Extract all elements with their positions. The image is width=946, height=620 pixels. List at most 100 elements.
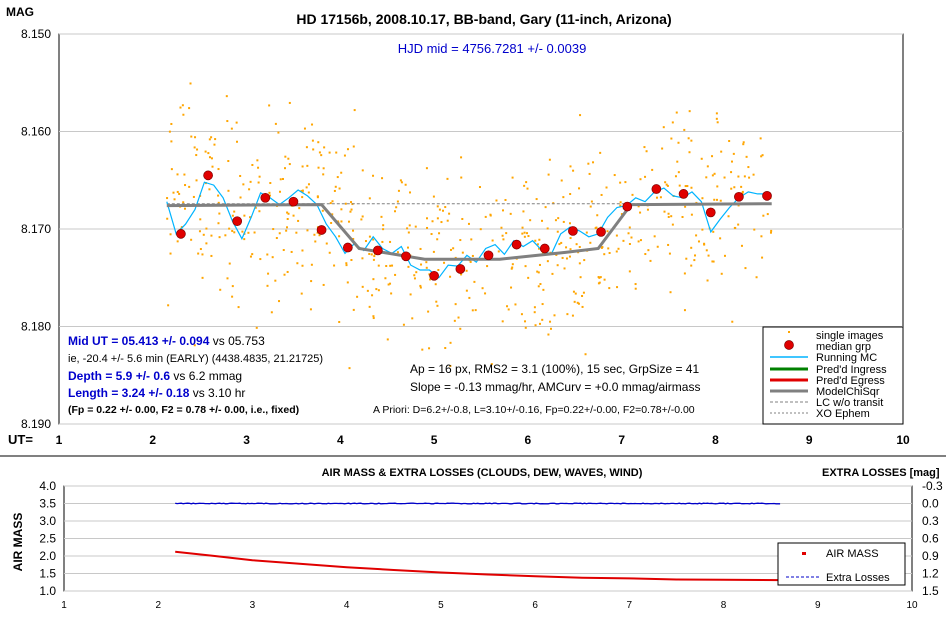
single-image-point [664, 181, 667, 184]
single-image-point [382, 224, 385, 227]
single-image-point [460, 176, 463, 179]
single-image-point [169, 252, 172, 255]
single-image-point [667, 243, 670, 246]
single-image-point [425, 266, 428, 269]
legend-extra-losses-label: Extra Losses [826, 572, 890, 584]
legend-egress-label: Pred'd Egress [816, 375, 885, 387]
ap-line: Ap = 16 px, RMS2 = 3.1 (100%), 15 sec, G… [410, 362, 699, 376]
single-image-point [634, 287, 637, 290]
single-image-point [613, 174, 616, 177]
bottom-y2-tick-label: 1.5 [922, 584, 939, 598]
single-image-point [615, 250, 618, 253]
single-image-point [346, 281, 349, 284]
bottom-y2-tick-label: 0.9 [922, 549, 939, 563]
single-image-point [270, 311, 273, 314]
single-image-point [569, 193, 572, 196]
single-image-point [336, 176, 339, 179]
single-image-point [231, 229, 234, 232]
single-image-point [755, 276, 758, 279]
single-image-point [707, 254, 710, 257]
bottom-x-tick-label: 6 [532, 600, 538, 611]
single-image-point [305, 186, 308, 189]
single-image-point [436, 238, 439, 241]
single-image-point [624, 181, 627, 184]
single-image-point [491, 239, 494, 242]
single-image-point [258, 210, 261, 213]
single-image-point [317, 166, 320, 169]
single-image-point [228, 227, 231, 230]
single-image-point [711, 260, 714, 263]
single-image-point [184, 184, 187, 187]
single-image-point [311, 139, 314, 142]
single-image-point [196, 148, 199, 151]
single-image-point [538, 238, 541, 241]
single-image-point [208, 188, 211, 191]
single-image-point [688, 151, 691, 154]
single-image-point [690, 246, 693, 249]
single-image-point [486, 265, 489, 268]
single-image-point [350, 259, 353, 262]
single-image-point [723, 254, 726, 257]
single-image-point [661, 147, 664, 150]
legend-running-mc-label: Running MC [816, 352, 877, 364]
single-image-point [192, 195, 195, 198]
single-image-point [665, 183, 668, 186]
single-image-point [382, 228, 385, 231]
single-image-point [436, 205, 439, 208]
single-image-point [180, 226, 183, 229]
bottom-y-tick-label: 1.0 [39, 584, 56, 598]
single-image-point [415, 271, 418, 274]
single-image-point [183, 207, 186, 210]
fp-line: (Fp = 0.22 +/- 0.00, F2 = 0.78 +/- 0.00,… [68, 404, 299, 416]
single-image-point [671, 223, 674, 226]
length-vs: vs 3.10 hr [189, 386, 245, 400]
single-image-point [389, 240, 392, 243]
bottom-x-tick-label: 2 [155, 600, 161, 611]
single-image-point [667, 215, 670, 218]
single-image-point [737, 223, 740, 226]
single-image-point [194, 136, 197, 139]
single-image-point [752, 173, 755, 176]
single-image-point [243, 214, 246, 217]
single-image-point [619, 204, 622, 207]
bottom-y-tick-label: 4.0 [39, 479, 56, 493]
single-image-point [256, 159, 259, 162]
single-image-point [320, 154, 323, 157]
single-image-point [322, 173, 325, 176]
single-image-point [318, 234, 321, 237]
single-image-point [368, 252, 371, 255]
single-image-point [693, 259, 696, 262]
single-image-point [547, 333, 550, 336]
single-image-point [444, 347, 447, 350]
median-group-point [316, 225, 327, 235]
single-image-point [523, 231, 526, 234]
single-image-point [716, 185, 719, 188]
bottom-x-ticks: 1 2 3 4 5 6 7 8 9 10 [61, 600, 918, 611]
single-image-point [199, 218, 202, 221]
single-image-point [457, 316, 460, 319]
single-image-point [552, 202, 555, 205]
single-image-point [676, 160, 679, 163]
single-image-point [538, 322, 541, 325]
single-image-point [349, 210, 352, 213]
single-image-point [697, 240, 700, 243]
single-image-point [759, 137, 762, 140]
top-y-tick-label: 8.170 [21, 222, 51, 236]
single-image-point [190, 135, 193, 138]
bottom-x-tick-label: 1 [61, 600, 67, 611]
median-group-point [455, 264, 466, 274]
single-image-point [459, 327, 462, 330]
single-image-point [301, 190, 304, 193]
single-image-point [511, 266, 514, 269]
single-image-point [420, 263, 423, 266]
single-image-point [345, 264, 348, 267]
single-image-point [536, 243, 539, 246]
single-image-point [670, 137, 673, 140]
single-image-point [533, 306, 536, 309]
single-image-point [195, 154, 198, 157]
single-image-point [675, 111, 678, 114]
single-image-point [350, 208, 353, 211]
single-image-point [561, 256, 564, 259]
single-image-point [444, 206, 447, 209]
single-image-point [705, 249, 708, 252]
